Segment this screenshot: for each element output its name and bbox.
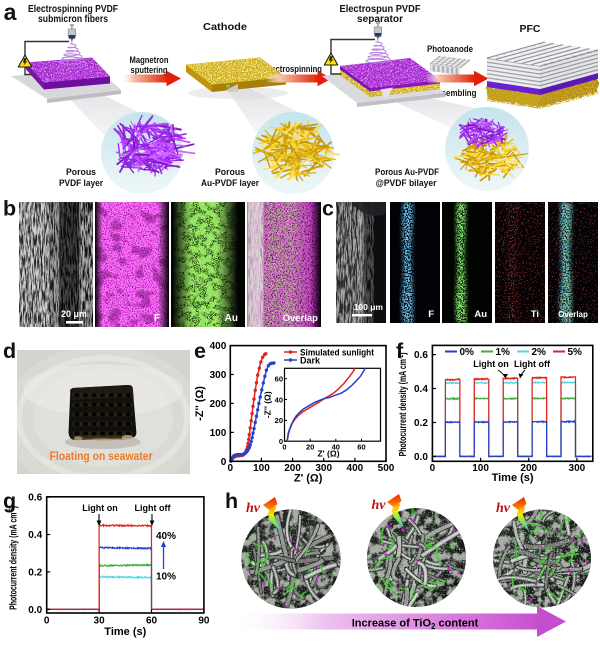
svg-text:60: 60 xyxy=(146,616,158,627)
svg-text:0: 0 xyxy=(44,616,50,627)
svg-text:100: 100 xyxy=(472,463,489,474)
svg-text:h: h xyxy=(225,489,238,513)
svg-text:Electrospinning: Electrospinning xyxy=(264,64,322,74)
svg-text:separator: separator xyxy=(357,14,403,25)
svg-text:Electrospinning PVDF: Electrospinning PVDF xyxy=(28,4,118,15)
svg-text:PVDF layer: PVDF layer xyxy=(59,178,103,189)
svg-text:200: 200 xyxy=(210,399,227,410)
svg-text:Porous: Porous xyxy=(66,167,96,178)
svg-text:200: 200 xyxy=(284,463,301,474)
svg-text:hν: hν xyxy=(246,501,261,516)
svg-text:Z' (Ω): Z' (Ω) xyxy=(317,449,339,459)
svg-text:Light on: Light on xyxy=(82,503,118,513)
svg-text:500: 500 xyxy=(378,463,395,474)
svg-text:0: 0 xyxy=(430,463,436,474)
svg-text:Dark: Dark xyxy=(300,356,321,366)
svg-text:40: 40 xyxy=(332,443,340,452)
svg-text:400: 400 xyxy=(347,463,364,474)
svg-text:0.2: 0.2 xyxy=(28,567,42,578)
svg-text:20: 20 xyxy=(306,443,314,452)
svg-text:Time (s): Time (s) xyxy=(104,626,146,638)
svg-text:60: 60 xyxy=(275,375,283,384)
svg-text:0.2: 0.2 xyxy=(414,418,428,429)
svg-text:100 μm: 100 μm xyxy=(354,302,384,312)
svg-text:Au: Au xyxy=(474,309,487,320)
svg-text:20 μm: 20 μm xyxy=(61,309,87,319)
svg-text:0.0: 0.0 xyxy=(414,452,428,463)
svg-text:e: e xyxy=(194,339,206,363)
svg-text:Assembling: Assembling xyxy=(432,88,477,99)
svg-text:Z' (Ω): Z' (Ω) xyxy=(294,473,323,485)
svg-text:90: 90 xyxy=(198,616,210,627)
svg-text:20: 20 xyxy=(275,416,283,425)
svg-text:0: 0 xyxy=(282,443,286,452)
svg-text:Light off: Light off xyxy=(514,359,551,369)
svg-text:Overlap: Overlap xyxy=(283,313,319,324)
svg-text:0: 0 xyxy=(228,463,234,474)
svg-text:0: 0 xyxy=(221,457,227,468)
svg-text:60: 60 xyxy=(357,443,365,452)
svg-text:d: d xyxy=(3,339,16,363)
svg-text:300: 300 xyxy=(569,463,586,474)
svg-text:Overlap: Overlap xyxy=(558,310,588,319)
svg-text:0.4: 0.4 xyxy=(414,384,428,395)
svg-text:1%: 1% xyxy=(496,347,511,358)
svg-text:100: 100 xyxy=(253,463,270,474)
svg-text:Porous Au-PVDF: Porous Au-PVDF xyxy=(375,167,439,178)
svg-text:c: c xyxy=(322,197,334,221)
svg-text:5%: 5% xyxy=(568,347,583,358)
svg-text:100: 100 xyxy=(210,428,227,439)
svg-text:0.4: 0.4 xyxy=(28,530,42,541)
svg-text:2%: 2% xyxy=(532,347,547,358)
svg-text:Photocurrent density (mA cm-2): Photocurrent density (mA cm-2) xyxy=(9,506,20,610)
svg-text:10%: 10% xyxy=(156,572,176,583)
svg-text:sputtering: sputtering xyxy=(131,65,168,75)
svg-text:Cathode: Cathode xyxy=(203,22,247,33)
svg-text:a: a xyxy=(4,0,17,25)
svg-text:Time (s): Time (s) xyxy=(492,472,534,484)
svg-text:submicron fibers: submicron fibers xyxy=(38,14,108,25)
svg-text:300: 300 xyxy=(315,463,332,474)
svg-text:200: 200 xyxy=(520,463,537,474)
svg-text:Floating on seawater: Floating on seawater xyxy=(50,451,153,463)
svg-text:F: F xyxy=(154,313,160,324)
svg-text:hν: hν xyxy=(496,501,511,516)
svg-text:Au: Au xyxy=(225,313,238,324)
svg-text:Increase of TiO2 content: Increase of TiO2 content xyxy=(352,618,479,632)
svg-text:0: 0 xyxy=(279,437,283,446)
svg-text:-Z'' (Ω): -Z'' (Ω) xyxy=(263,391,273,418)
svg-text:30: 30 xyxy=(94,616,106,627)
svg-text:40%: 40% xyxy=(156,531,176,542)
svg-text:F: F xyxy=(428,309,434,320)
svg-text:Simulated sunlight: Simulated sunlight xyxy=(300,348,374,358)
svg-text:400: 400 xyxy=(210,341,227,352)
svg-text:Photocurrent density (mA cm-2): Photocurrent density (mA cm-2) xyxy=(398,352,409,456)
svg-text:hν: hν xyxy=(372,498,387,513)
svg-text:Light off: Light off xyxy=(135,503,172,513)
svg-text:Light on: Light on xyxy=(473,359,509,369)
svg-text:f: f xyxy=(396,339,404,363)
svg-text:-Z'' (Ω): -Z'' (Ω) xyxy=(194,386,206,421)
svg-text:0%: 0% xyxy=(460,347,475,358)
svg-text:Magnetron: Magnetron xyxy=(130,55,169,65)
svg-text:Photoanode: Photoanode xyxy=(427,44,473,55)
svg-text:g: g xyxy=(3,489,16,513)
svg-text:40: 40 xyxy=(275,395,283,404)
svg-text:@PVDF bilayer: @PVDF bilayer xyxy=(376,178,437,189)
svg-text:b: b xyxy=(3,197,16,221)
svg-text:Electrospun PVDF: Electrospun PVDF xyxy=(340,4,421,15)
svg-text:Porous: Porous xyxy=(215,167,245,178)
svg-text:Au-PVDF layer: Au-PVDF layer xyxy=(201,178,259,189)
svg-text:0.0: 0.0 xyxy=(28,605,42,616)
svg-text:Ti: Ti xyxy=(531,309,539,320)
svg-text:0.6: 0.6 xyxy=(414,350,428,361)
svg-text:0.6: 0.6 xyxy=(28,493,42,504)
svg-text:PFC: PFC xyxy=(520,24,541,35)
svg-text:300: 300 xyxy=(210,370,227,381)
